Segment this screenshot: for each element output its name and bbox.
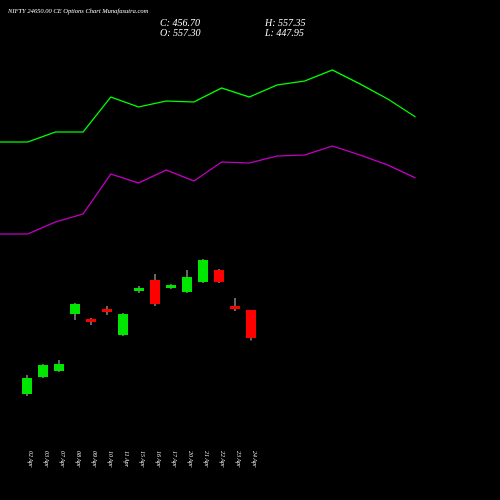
indicator-line	[0, 69, 416, 143]
candle-body	[86, 318, 96, 323]
x-tick-label: 23 Apr	[235, 451, 241, 468]
open-label: O: 557.30	[160, 28, 201, 39]
candle-body	[150, 280, 160, 305]
x-tick-label: 15 Apr	[139, 451, 145, 468]
chart-title: NIFTY 24650.00 CE Options Chart Munafasu…	[7, 8, 149, 15]
candle-body	[246, 310, 256, 339]
candle-body	[182, 276, 192, 293]
x-tick-label: 24 Apr	[251, 451, 258, 468]
candle-body	[70, 304, 80, 315]
x-tick-label: 21 Apr	[203, 451, 209, 468]
x-tick-label: 07 Apr	[59, 451, 65, 468]
x-tick-label: 16 Apr	[155, 451, 161, 468]
low-label: L: 447.95	[264, 28, 304, 39]
candle-body	[22, 377, 32, 395]
x-tick-label: 20 Apr	[187, 451, 193, 468]
candle-body	[38, 364, 48, 377]
candle-body	[54, 364, 64, 372]
candle-body	[230, 305, 240, 309]
x-tick-label: 10 Apr	[107, 451, 113, 468]
x-tick-label: 09 Apr	[91, 451, 97, 468]
x-tick-label: 22 Apr	[219, 451, 225, 468]
candle-body	[166, 285, 176, 288]
x-tick-label: 17 Apr	[171, 451, 177, 468]
x-tick-label: 08 Apr	[75, 451, 81, 468]
candle-body	[198, 260, 208, 283]
high-label: H: 557.35	[264, 18, 306, 29]
x-tick-label: 11 Apr	[123, 451, 129, 468]
candle-body	[118, 314, 128, 336]
candle-body	[134, 287, 144, 292]
candle-body	[214, 270, 224, 283]
close-label: C: 456.70	[160, 18, 200, 29]
x-tick-label: 02 Apr	[27, 451, 33, 468]
candle-body	[102, 308, 112, 313]
indicator-line	[0, 145, 416, 235]
x-tick-label: 03 Apr	[43, 451, 49, 468]
